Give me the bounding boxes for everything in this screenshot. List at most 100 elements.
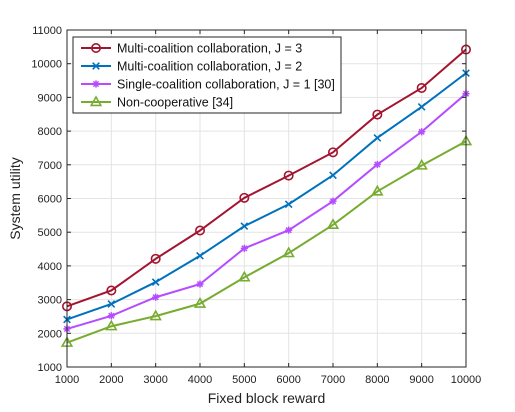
x-marker-stroke [329, 171, 337, 180]
series-1-line [66, 48, 467, 308]
x-tick-label: 2000 [99, 374, 123, 386]
series-4 [60, 134, 473, 347]
series-2-data-point [196, 251, 204, 260]
series-4-data-point [105, 319, 118, 331]
legend-entry-2: Multi-coalition collaboration, J = 2 [81, 60, 302, 74]
x-tick-label: 6000 [276, 374, 300, 386]
x-tick-label: 7000 [321, 374, 345, 386]
x-tick-label: 3000 [143, 374, 167, 386]
legend-label: Non-cooperative [34] [117, 96, 233, 110]
legend-entry-3: Single-coalition collaboration, J = 1 [3… [81, 78, 335, 92]
y-axis-title: System utility [7, 157, 23, 239]
x-marker-stroke [284, 200, 293, 209]
triangle-marker-shape [149, 309, 162, 321]
legend-box [72, 36, 342, 114]
circle-marker-shape [372, 109, 383, 120]
series-1-data-point [150, 253, 161, 264]
axis-ticks: 1000 2000 3000 4000 5000 6000 7000 8000 9000 1000… [31, 25, 481, 386]
circle-marker-shape [327, 147, 338, 158]
x-axis-title: Fixed block reward [208, 390, 326, 406]
triangle-marker-shape [282, 246, 295, 258]
legend-entry-1: Multi-coalition collaboration, J = 3 [81, 42, 302, 56]
triangle-marker-shape [415, 158, 428, 170]
series-4-data-point [193, 297, 207, 308]
series-1-data-point [416, 82, 427, 93]
asterisk-marker-stroke [108, 312, 115, 319]
x-marker-stroke [196, 251, 204, 260]
series-4-data-point [415, 158, 428, 170]
x-tick-label: 5000 [232, 374, 256, 386]
series-4-data-point [238, 270, 251, 282]
series-2-data-point [373, 133, 382, 142]
y-tick-label: 6000 [38, 194, 62, 206]
y-tick-label: 5000 [38, 227, 62, 239]
legend-marker-sample [89, 95, 103, 107]
y-tick-label: 8000 [38, 126, 62, 138]
circle-marker-shape [195, 225, 206, 236]
series-2-data-point [284, 200, 293, 209]
asterisk-marker-stroke [285, 227, 292, 234]
series-3-data-point [196, 280, 204, 288]
x-marker-stroke [92, 62, 100, 70]
triangle-marker-shape [238, 270, 251, 282]
series-1-data-point [239, 192, 250, 203]
series-3-line [66, 92, 467, 330]
y-tick-label: 11000 [32, 25, 62, 37]
y-tick-label: 9000 [38, 92, 62, 104]
series-3 [63, 90, 470, 333]
series-1-data-point [327, 147, 338, 158]
x-marker-stroke [107, 300, 116, 308]
legend: Multi-coalition collaboration, J = 3 Mult… [72, 36, 342, 114]
x-tick-label: 9000 [409, 374, 433, 386]
series-2-data-point [329, 171, 337, 180]
series-3-data-point [418, 128, 426, 136]
legend-label: Multi-coalition collaboration, J = 2 [117, 60, 302, 74]
x-tick-label: 10000 [451, 374, 482, 386]
y-tick-label: 3000 [38, 295, 62, 307]
triangle-marker-shape [105, 319, 118, 331]
series-3-data-point [285, 226, 293, 234]
series-1-data-point [106, 285, 117, 296]
series-3-data-point [329, 197, 337, 205]
asterisk-marker-stroke [374, 161, 381, 168]
series-4-line [66, 140, 467, 344]
legend-marker-sample [91, 42, 102, 53]
y-tick-label: 7000 [38, 160, 62, 172]
series-4-data-point [149, 309, 162, 321]
legend-label: Multi-coalition collaboration, J = 3 [117, 42, 302, 56]
x-tick-label: 8000 [365, 374, 389, 386]
legend-marker-sample [92, 62, 100, 70]
x-marker-stroke [151, 278, 160, 286]
series-2-line [66, 72, 467, 321]
series-2-data-point [240, 222, 249, 230]
series-2-data-point [107, 300, 116, 308]
y-tick-label: 10000 [31, 59, 62, 71]
triangle-marker-shape [326, 218, 340, 229]
x-marker-stroke [373, 133, 382, 142]
circle-marker-shape [106, 285, 117, 296]
series-2-data-point [417, 102, 426, 111]
legend-label: Single-coalition collaboration, J = 1 [3… [117, 78, 335, 92]
x-marker-stroke [417, 102, 426, 111]
triangle-marker-shape [89, 95, 103, 107]
y-tick-label: 4000 [38, 261, 62, 273]
series-2-data-point [151, 278, 160, 286]
x-marker-stroke [240, 222, 249, 230]
series-3-data-point [107, 312, 115, 320]
series-4-data-point [371, 184, 384, 196]
series-1-data-point [195, 225, 206, 236]
asterisk-marker-stroke [152, 294, 159, 301]
series-4-data-point [282, 246, 295, 258]
y-tick-label: 2000 [38, 328, 62, 340]
circle-marker-shape [239, 192, 250, 203]
legend-marker-sample [92, 80, 100, 88]
asterisk-marker-stroke [418, 128, 425, 135]
y-tick-label: 1000 [38, 362, 62, 374]
x-tick-label: 4000 [188, 374, 212, 386]
asterisk-marker-stroke [92, 80, 100, 88]
circle-marker-shape [283, 170, 294, 181]
asterisk-marker-stroke [196, 280, 204, 288]
series-3-data-point [240, 244, 248, 252]
series-3-data-point [152, 293, 160, 301]
asterisk-marker-stroke [241, 245, 248, 252]
